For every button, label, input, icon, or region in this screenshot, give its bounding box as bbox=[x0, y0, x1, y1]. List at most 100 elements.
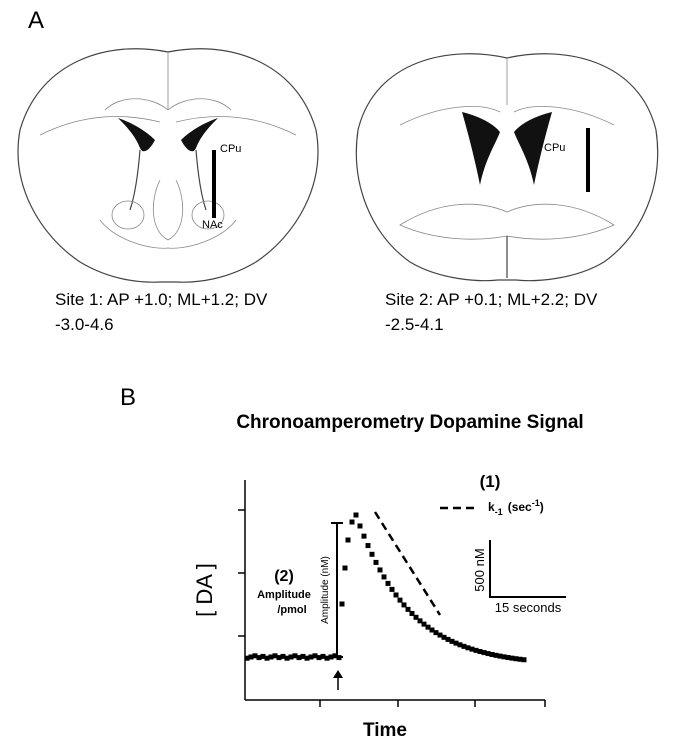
signal-plot bbox=[238, 480, 566, 707]
structure-label: CPu bbox=[544, 142, 565, 154]
trace-point bbox=[441, 634, 447, 640]
trace-point bbox=[353, 512, 359, 518]
trace-point bbox=[308, 654, 314, 660]
trace-point bbox=[284, 655, 290, 661]
trace-point bbox=[365, 543, 371, 549]
trace-point bbox=[421, 621, 427, 627]
superscript: -1 bbox=[532, 498, 540, 508]
brain-section-1: CPu NAc bbox=[17, 48, 319, 283]
trace-point bbox=[409, 610, 415, 616]
x-axis-label: Time bbox=[363, 720, 407, 740]
trace-point bbox=[405, 606, 411, 612]
trace-point bbox=[349, 519, 355, 525]
trace-point bbox=[316, 655, 322, 661]
trace-point bbox=[393, 592, 399, 598]
trace-point bbox=[328, 654, 334, 660]
trace-point bbox=[260, 653, 266, 659]
trace-point bbox=[296, 655, 302, 661]
trace-point bbox=[429, 627, 435, 633]
trace-point bbox=[453, 640, 459, 646]
trace-point bbox=[457, 642, 463, 648]
trace-point bbox=[385, 580, 391, 586]
trace-point bbox=[272, 653, 278, 659]
trace-point bbox=[517, 656, 523, 662]
trace-point bbox=[292, 653, 298, 659]
trace-point bbox=[401, 602, 407, 608]
trace-point bbox=[252, 653, 258, 659]
unit: (sec bbox=[508, 500, 532, 514]
trace-point bbox=[505, 655, 511, 661]
trace-point bbox=[445, 636, 451, 642]
trace-point bbox=[433, 630, 439, 636]
trace-point bbox=[417, 618, 423, 624]
trace-point bbox=[357, 523, 363, 529]
caption: -2.5-4.1 bbox=[385, 315, 444, 334]
trace-point bbox=[345, 537, 351, 543]
trace-point bbox=[501, 654, 507, 660]
trace-point bbox=[485, 651, 491, 657]
trace-point bbox=[397, 597, 403, 603]
caption: -3.0-4.6 bbox=[55, 315, 114, 334]
amplitude-label: Amplitude (nM) bbox=[320, 556, 331, 624]
trace-point bbox=[256, 655, 262, 661]
trace-point bbox=[477, 649, 483, 655]
scale-label: 15 seconds bbox=[495, 600, 562, 615]
trace-point bbox=[521, 657, 527, 663]
trace-point bbox=[465, 645, 471, 651]
trace-point bbox=[332, 653, 338, 659]
trace-point bbox=[288, 654, 294, 660]
trace-point bbox=[497, 653, 503, 659]
trace-point bbox=[389, 586, 395, 592]
panel-label: B bbox=[120, 384, 136, 411]
trace-point bbox=[449, 638, 455, 644]
trace-point bbox=[413, 614, 419, 620]
rate-constant: k-1 (sec-1) bbox=[488, 498, 544, 517]
trace-point bbox=[300, 653, 306, 659]
trace-point bbox=[304, 655, 310, 661]
structure-label: NAc bbox=[202, 219, 223, 231]
unit: ) bbox=[540, 500, 544, 514]
trace-point bbox=[489, 651, 495, 657]
trace-point bbox=[473, 647, 479, 653]
caption: Site 2: AP +0.1; ML+2.2; DV bbox=[385, 290, 598, 309]
structure-label: CPu bbox=[220, 143, 241, 155]
trace-point bbox=[276, 655, 282, 661]
trace-point bbox=[320, 653, 326, 659]
trace-point bbox=[312, 653, 318, 659]
trace-point bbox=[437, 632, 443, 638]
trace-point bbox=[342, 565, 348, 571]
trace-point bbox=[469, 646, 475, 652]
trace-point bbox=[481, 650, 487, 656]
trace-point bbox=[248, 654, 254, 660]
trace-point bbox=[509, 655, 515, 661]
trace-point bbox=[268, 654, 274, 660]
trace-point bbox=[361, 533, 367, 539]
brain-section-2: CPu bbox=[355, 53, 659, 282]
trace-point bbox=[513, 656, 519, 662]
trace-point bbox=[280, 653, 286, 659]
trace-point bbox=[244, 655, 250, 661]
annotation-number: (1) bbox=[480, 472, 501, 491]
scale-label: 500 nM bbox=[472, 548, 487, 591]
trace-point bbox=[381, 574, 387, 580]
chart-title: Chronoamperometry Dopamine Signal bbox=[236, 412, 583, 433]
trace-point bbox=[336, 655, 342, 661]
panel-label: A bbox=[28, 7, 44, 34]
trace-point bbox=[373, 559, 379, 565]
trace-point bbox=[324, 655, 330, 661]
annotation-number: (2) bbox=[274, 568, 294, 585]
trace-point bbox=[461, 643, 467, 649]
annotation-text: Amplitude bbox=[257, 589, 311, 601]
trace-point bbox=[369, 551, 375, 557]
symbol: k bbox=[488, 500, 495, 514]
trace-point bbox=[339, 601, 345, 607]
trace-point bbox=[493, 652, 499, 658]
trace-point bbox=[377, 567, 383, 573]
annotation-text: /pmol bbox=[277, 604, 306, 616]
trace-point bbox=[264, 655, 270, 661]
caption: Site 1: AP +1.0; ML+1.2; DV bbox=[55, 290, 268, 309]
trace-point bbox=[425, 624, 431, 630]
subscript: -1 bbox=[495, 507, 503, 517]
y-axis-label: [ DA ] bbox=[192, 563, 217, 617]
